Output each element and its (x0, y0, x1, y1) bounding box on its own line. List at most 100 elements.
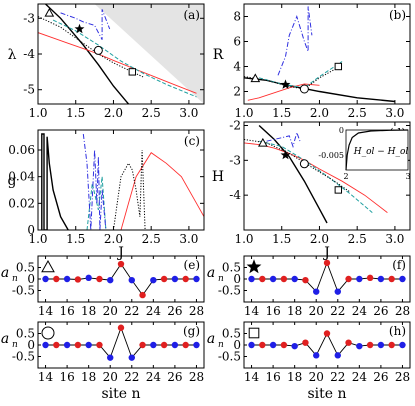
site-amplitude-point (150, 341, 157, 349)
site-amplitude-point (323, 259, 331, 267)
y-tick-label: 0 (233, 338, 241, 352)
x-tick-label: 3.0 (179, 232, 198, 246)
x-tick-label: 18 (287, 370, 302, 384)
y-tick-label: 0.02 (8, 196, 35, 210)
series-line-teal-dash (258, 140, 373, 213)
x-tick-label: 14 (244, 304, 260, 318)
inset-x-tick-label: 2 (343, 172, 348, 181)
x-tick-label: 3.0 (179, 106, 198, 120)
x-tick-label: 20 (103, 304, 118, 318)
series-line-black-solid (45, 4, 130, 104)
x-tick-label: 1.5 (66, 106, 85, 120)
site-amplitude-point (291, 342, 298, 350)
square-marker (128, 68, 137, 76)
site-amplitude-point (248, 341, 255, 349)
site-amplitude-point (85, 341, 92, 349)
site-amplitude-point (160, 341, 168, 349)
y-tick-label: 0.5 (16, 327, 35, 341)
inset-curve (345, 129, 409, 171)
circle-marker (299, 84, 309, 94)
inset-label: H_ol − H_ol (353, 147, 409, 157)
x-tick-label: 1.5 (66, 232, 85, 246)
panel-c: 1.0 1.5 2.0 2.5 3.0 0 0.02 0.04 0.06 g J (c) (8, 129, 205, 261)
x-tick-label: 1.0 (28, 232, 47, 246)
panel-label: (e) (184, 258, 200, 272)
triangle-marker (250, 73, 261, 83)
star-marker (280, 79, 291, 89)
y-tick-label: 6 (233, 35, 241, 49)
site-amplitude-point (171, 275, 179, 283)
x-tick-label: 18 (81, 304, 96, 318)
forbidden-region (94, 4, 204, 104)
x-tick-label: 26 (167, 370, 182, 384)
series-line-black-solid (244, 77, 395, 103)
x-tick-label: 1.0 (234, 106, 253, 120)
site-amplitude-point (85, 274, 92, 282)
x-tick-label: 20 (309, 304, 324, 318)
x-tick-label: 16 (59, 304, 74, 318)
y-axis-label: a (207, 331, 215, 347)
site-amplitude-point (53, 275, 60, 283)
plot-area (38, 4, 204, 104)
panel-label: (f) (392, 258, 406, 272)
panel-g: 14 16 18 20 22 24 26 28 0.50-0.5a n (g) site n (1, 321, 205, 402)
site-amplitude-point (323, 330, 331, 337)
x-tick-label: 22 (330, 304, 345, 318)
site-amplitude-point (334, 288, 341, 295)
inset-y-tick-label: 0 (339, 126, 344, 135)
site-amplitude-point (96, 275, 103, 283)
axes-frame (243, 3, 411, 105)
site-amplitude-point (182, 341, 189, 349)
panel-label: (c) (184, 134, 200, 148)
site-amplitude-point (388, 341, 395, 349)
panel-e: 14 16 18 20 22 24 26 28 0.50-0.5a n (e) (1, 255, 205, 318)
x-tick-label: 18 (287, 304, 302, 318)
series-line-teal-dash (52, 19, 197, 98)
x-tick-label: 3.0 (385, 106, 404, 120)
y-tick-label: -0.5 (12, 350, 35, 364)
series-line-black-dot (113, 149, 146, 230)
panel-b: 1.0 1.5 2.0 2.5 3.0 2 4 6 8 R (b) (213, 3, 411, 120)
x-tick-label: 24 (146, 370, 162, 384)
site-amplitude-point (302, 339, 309, 346)
x-axis-label: J (116, 245, 124, 261)
site-amplitude-point (313, 288, 320, 295)
x-tick-label: 14 (38, 370, 54, 384)
site-amplitude-point (53, 341, 60, 349)
y-axis-label: a (1, 331, 9, 347)
site-amplitude-point (313, 352, 320, 359)
series-line-teal-dash (258, 61, 343, 89)
site-amplitude-point (117, 260, 125, 268)
series-line-red-solid (247, 83, 320, 101)
series-line-black-dot (244, 64, 343, 90)
site-amplitude-point (377, 275, 385, 283)
x-tick-label: 28 (395, 304, 410, 318)
site-amplitude-point (63, 341, 71, 349)
site-amplitude-point (280, 341, 288, 349)
x-tick-label: 1.5 (272, 232, 291, 246)
x-tick-label: 22 (124, 304, 139, 318)
x-tick-label: 2.0 (104, 106, 123, 120)
site-amplitude-point (42, 275, 49, 283)
site-amplitude-point (366, 341, 374, 349)
circle-marker (41, 326, 55, 340)
circle-marker (93, 45, 103, 55)
site-amplitude-point (269, 275, 277, 283)
x-tick-label: 1.0 (234, 232, 253, 246)
x-tick-label: 22 (330, 370, 345, 384)
x-axis-label: J (322, 245, 330, 261)
x-axis-label: site n (101, 386, 140, 402)
y-tick-label: 0.5 (222, 327, 241, 341)
site-amplitude-point (193, 275, 200, 283)
plot-area (244, 6, 395, 103)
square-marker (334, 62, 343, 71)
series-line-red-solid (38, 32, 197, 94)
y-tick-label: 0.5 (222, 261, 241, 275)
x-tick-label: 28 (189, 370, 204, 384)
triangle-marker (41, 259, 55, 273)
y-axis-label: a (207, 265, 215, 281)
y-tick-label: 4 (233, 60, 241, 74)
site-amplitude-point (302, 276, 309, 284)
y-axis-label: a (1, 265, 9, 281)
site-amplitude-point (96, 341, 103, 349)
